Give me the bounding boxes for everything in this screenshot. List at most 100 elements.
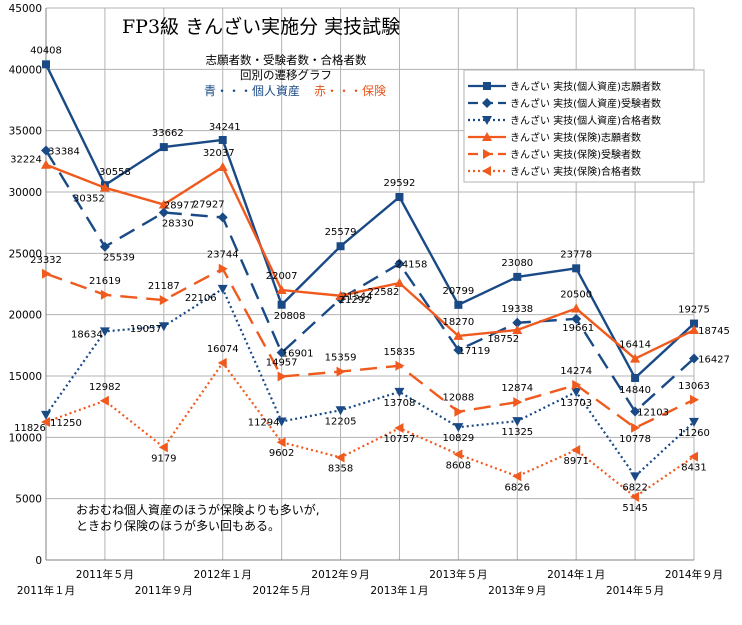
data-point xyxy=(689,451,698,462)
data-point xyxy=(512,317,523,328)
legend-label: きんざい 実技(個人資産)志願者数 xyxy=(510,80,661,93)
data-point xyxy=(571,313,582,324)
x-tick-label: 2013年５月 xyxy=(429,568,487,581)
data-point xyxy=(99,241,110,252)
data-point xyxy=(394,423,404,434)
legend-label: きんざい 実技(保険)志願者数 xyxy=(510,131,641,144)
legend-swatch-marker xyxy=(483,82,491,90)
legend-label: きんざい 実技(個人資産)合格者数 xyxy=(510,114,661,127)
x-tick-label: 2012年９月 xyxy=(311,568,369,581)
x-tick-label: 2011年５月 xyxy=(76,568,134,581)
series-line xyxy=(45,287,695,478)
data-label: 12088 xyxy=(442,393,474,404)
series-6 xyxy=(41,357,698,502)
data-point xyxy=(689,325,699,335)
data-point xyxy=(690,319,698,328)
data-point xyxy=(453,330,464,340)
data-label: 11294 xyxy=(248,417,280,428)
y-tick-label: 0 xyxy=(35,555,42,567)
data-label: 19275 xyxy=(678,305,710,316)
data-label: 13703 xyxy=(560,398,592,409)
legend-label: きんざい 実技(保険)合格者数 xyxy=(510,165,641,178)
data-point xyxy=(690,394,699,405)
y-tick-label: 40000 xyxy=(9,64,42,76)
data-label: 14957 xyxy=(266,358,298,369)
data-label: 9179 xyxy=(151,453,176,464)
note-line-2: ときおり保険のほうが多い回もある。 xyxy=(76,518,280,533)
data-point xyxy=(571,444,581,455)
data-point xyxy=(99,395,109,406)
y-tick-label: 35000 xyxy=(9,126,42,138)
data-point xyxy=(217,357,227,368)
data-label: 13063 xyxy=(678,381,710,392)
subtitle-line-2: 回別の遷移グラフ xyxy=(240,68,332,82)
data-point xyxy=(512,324,523,334)
legend-swatch-marker xyxy=(482,98,492,108)
data-point xyxy=(217,212,228,223)
data-label: 25579 xyxy=(325,227,357,238)
data-point xyxy=(689,353,699,364)
data-point xyxy=(572,379,582,390)
legend-item: きんざい 実技(個人資産)受験者数 xyxy=(468,97,661,110)
data-point xyxy=(277,371,287,382)
y-tick-label: 10000 xyxy=(9,432,42,444)
data-point xyxy=(276,417,287,427)
data-point xyxy=(41,159,51,169)
data-label: 18752 xyxy=(487,334,519,345)
data-label: 13708 xyxy=(384,398,416,409)
data-label: 12982 xyxy=(89,382,121,393)
data-point xyxy=(512,417,523,427)
legend-box xyxy=(463,69,705,183)
data-point xyxy=(276,437,286,448)
data-label: 10757 xyxy=(384,434,416,445)
legend-item: きんざい 実技(保険)合格者数 xyxy=(468,165,641,178)
data-label: 21292 xyxy=(339,295,371,306)
data-labels: 40408 30558 33662 34241 20808 25579 29592 20799… xyxy=(10,45,730,514)
data-label: 20808 xyxy=(274,311,306,322)
legend-item: きんざい 実技(保険)志願者数 xyxy=(468,131,641,144)
legend-item: きんざい 実技(個人資産)合格者数 xyxy=(468,114,661,127)
data-label: 20500 xyxy=(560,290,592,301)
data-label: 17119 xyxy=(458,346,490,357)
data-point xyxy=(158,199,169,209)
series-line xyxy=(44,149,695,414)
data-point xyxy=(158,207,169,218)
axes: 0 5000 10000 15000 20000 25000 30000 35000 40000… xyxy=(9,3,724,597)
data-point xyxy=(99,182,110,192)
data-point xyxy=(159,295,169,306)
series-line xyxy=(45,267,695,430)
series-3 xyxy=(41,284,699,482)
data-label: 15359 xyxy=(325,353,357,364)
data-label: 22007 xyxy=(266,271,298,282)
data-label: 8608 xyxy=(446,460,471,471)
data-label: 19338 xyxy=(501,304,533,315)
data-point xyxy=(41,417,50,427)
data-label: 9602 xyxy=(269,448,294,459)
data-label: 19661 xyxy=(562,323,594,334)
series-line xyxy=(45,360,695,499)
data-point xyxy=(41,410,51,420)
data-label: 29592 xyxy=(384,178,416,189)
data-point xyxy=(158,442,168,453)
data-label: 18745 xyxy=(698,326,730,337)
data-label: 14840 xyxy=(619,385,651,396)
y-tick-label: 30000 xyxy=(9,187,42,199)
data-label: 25539 xyxy=(103,253,135,264)
legend-swatch-marker xyxy=(482,132,492,141)
series-5 xyxy=(42,263,699,433)
data-label: 33384 xyxy=(48,146,80,157)
data-point xyxy=(513,397,523,408)
data-label: 18634 xyxy=(71,329,103,340)
data-label: 30352 xyxy=(73,194,105,205)
data-point xyxy=(336,366,346,377)
data-point xyxy=(630,406,641,417)
data-label: 14274 xyxy=(560,366,592,377)
data-label: 5145 xyxy=(622,503,647,514)
data-label: 18270 xyxy=(442,317,474,328)
y-tick-label: 15000 xyxy=(9,371,42,383)
data-label: 33662 xyxy=(152,128,184,139)
series-4 xyxy=(41,159,699,363)
x-tick-label: 2013年１月 xyxy=(370,584,428,597)
series-line xyxy=(45,163,695,361)
data-label: 22582 xyxy=(368,287,400,298)
